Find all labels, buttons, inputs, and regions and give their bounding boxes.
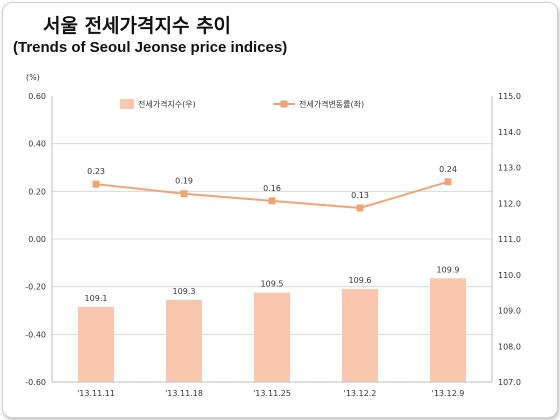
bar <box>254 292 290 382</box>
line-point <box>356 204 364 212</box>
x-tick-label: '13.11.18 <box>165 389 203 398</box>
x-tick-label: '13.12.2 <box>344 389 377 398</box>
x-tick-label: '13.12.9 <box>432 389 465 398</box>
legend-swatch-marker <box>280 100 288 108</box>
left-tick-label: 0.60 <box>28 92 46 101</box>
left-tick-label: -0.40 <box>25 330 46 339</box>
right-tick-label: 112.0 <box>498 199 521 208</box>
bar-series: 109.1 109.3 109.5 109.6 109.9 <box>78 265 466 382</box>
right-tick-label: 111.0 <box>498 235 521 244</box>
axes: 0.60 0.40 0.20 0.00 -0.20 -0.40 -0.60 115.0 114.… <box>25 73 521 398</box>
bar-value-label: 109.9 <box>437 265 460 274</box>
right-tick-label: 110.0 <box>498 271 521 280</box>
bar <box>430 278 466 382</box>
left-tick-label: -0.60 <box>25 378 46 387</box>
line-point <box>444 178 452 186</box>
right-tick-label: 109.0 <box>498 307 521 316</box>
line-value-label: 0.19 <box>175 177 193 186</box>
line-value-label: 0.16 <box>263 184 281 193</box>
bar-value-label: 109.5 <box>261 280 284 289</box>
right-tick-label: 108.0 <box>498 342 521 351</box>
line-value-label: 0.24 <box>439 165 457 174</box>
left-tick-label: 0.20 <box>28 187 46 196</box>
bar-value-label: 109.1 <box>85 294 108 303</box>
bar-value-label: 109.6 <box>349 276 372 285</box>
left-tick-label: 0.00 <box>28 235 46 244</box>
left-tick-label: -0.20 <box>25 283 46 292</box>
bar <box>78 306 114 382</box>
right-tick-label: 114.0 <box>498 128 521 137</box>
left-axis-unit: (%) <box>26 73 40 82</box>
legend-label-line: 전세가격변동률(좌) <box>299 99 364 109</box>
line-point <box>92 180 100 188</box>
bar <box>166 299 202 382</box>
legend-swatch-bar <box>120 99 134 109</box>
chart-subtitle: (Trends of Seoul Jeonse price indices) <box>13 39 288 56</box>
right-tick-label: 107.0 <box>498 378 521 387</box>
legend: 전세가격지수(우) 전세가격변동률(좌) <box>120 99 364 109</box>
left-tick-label: 0.40 <box>28 140 46 149</box>
x-tick-label: '13.11.25 <box>253 389 291 398</box>
chart-title: 서울 전세가격지수 추이 <box>43 15 232 37</box>
right-tick-label: 115.0 <box>498 92 521 101</box>
bar-value-label: 109.3 <box>173 287 196 296</box>
bar <box>342 289 378 382</box>
right-tick-label: 113.0 <box>498 164 521 173</box>
legend-label-bar: 전세가격지수(우) <box>138 99 196 109</box>
line-point <box>180 190 188 198</box>
x-tick-label: '13.11.11 <box>77 389 115 398</box>
line-value-label: 0.23 <box>87 167 105 176</box>
line-series: 0.23 0.19 0.16 0.13 0.24 <box>87 165 457 212</box>
line-point <box>268 197 276 205</box>
line-value-label: 0.13 <box>351 191 369 200</box>
